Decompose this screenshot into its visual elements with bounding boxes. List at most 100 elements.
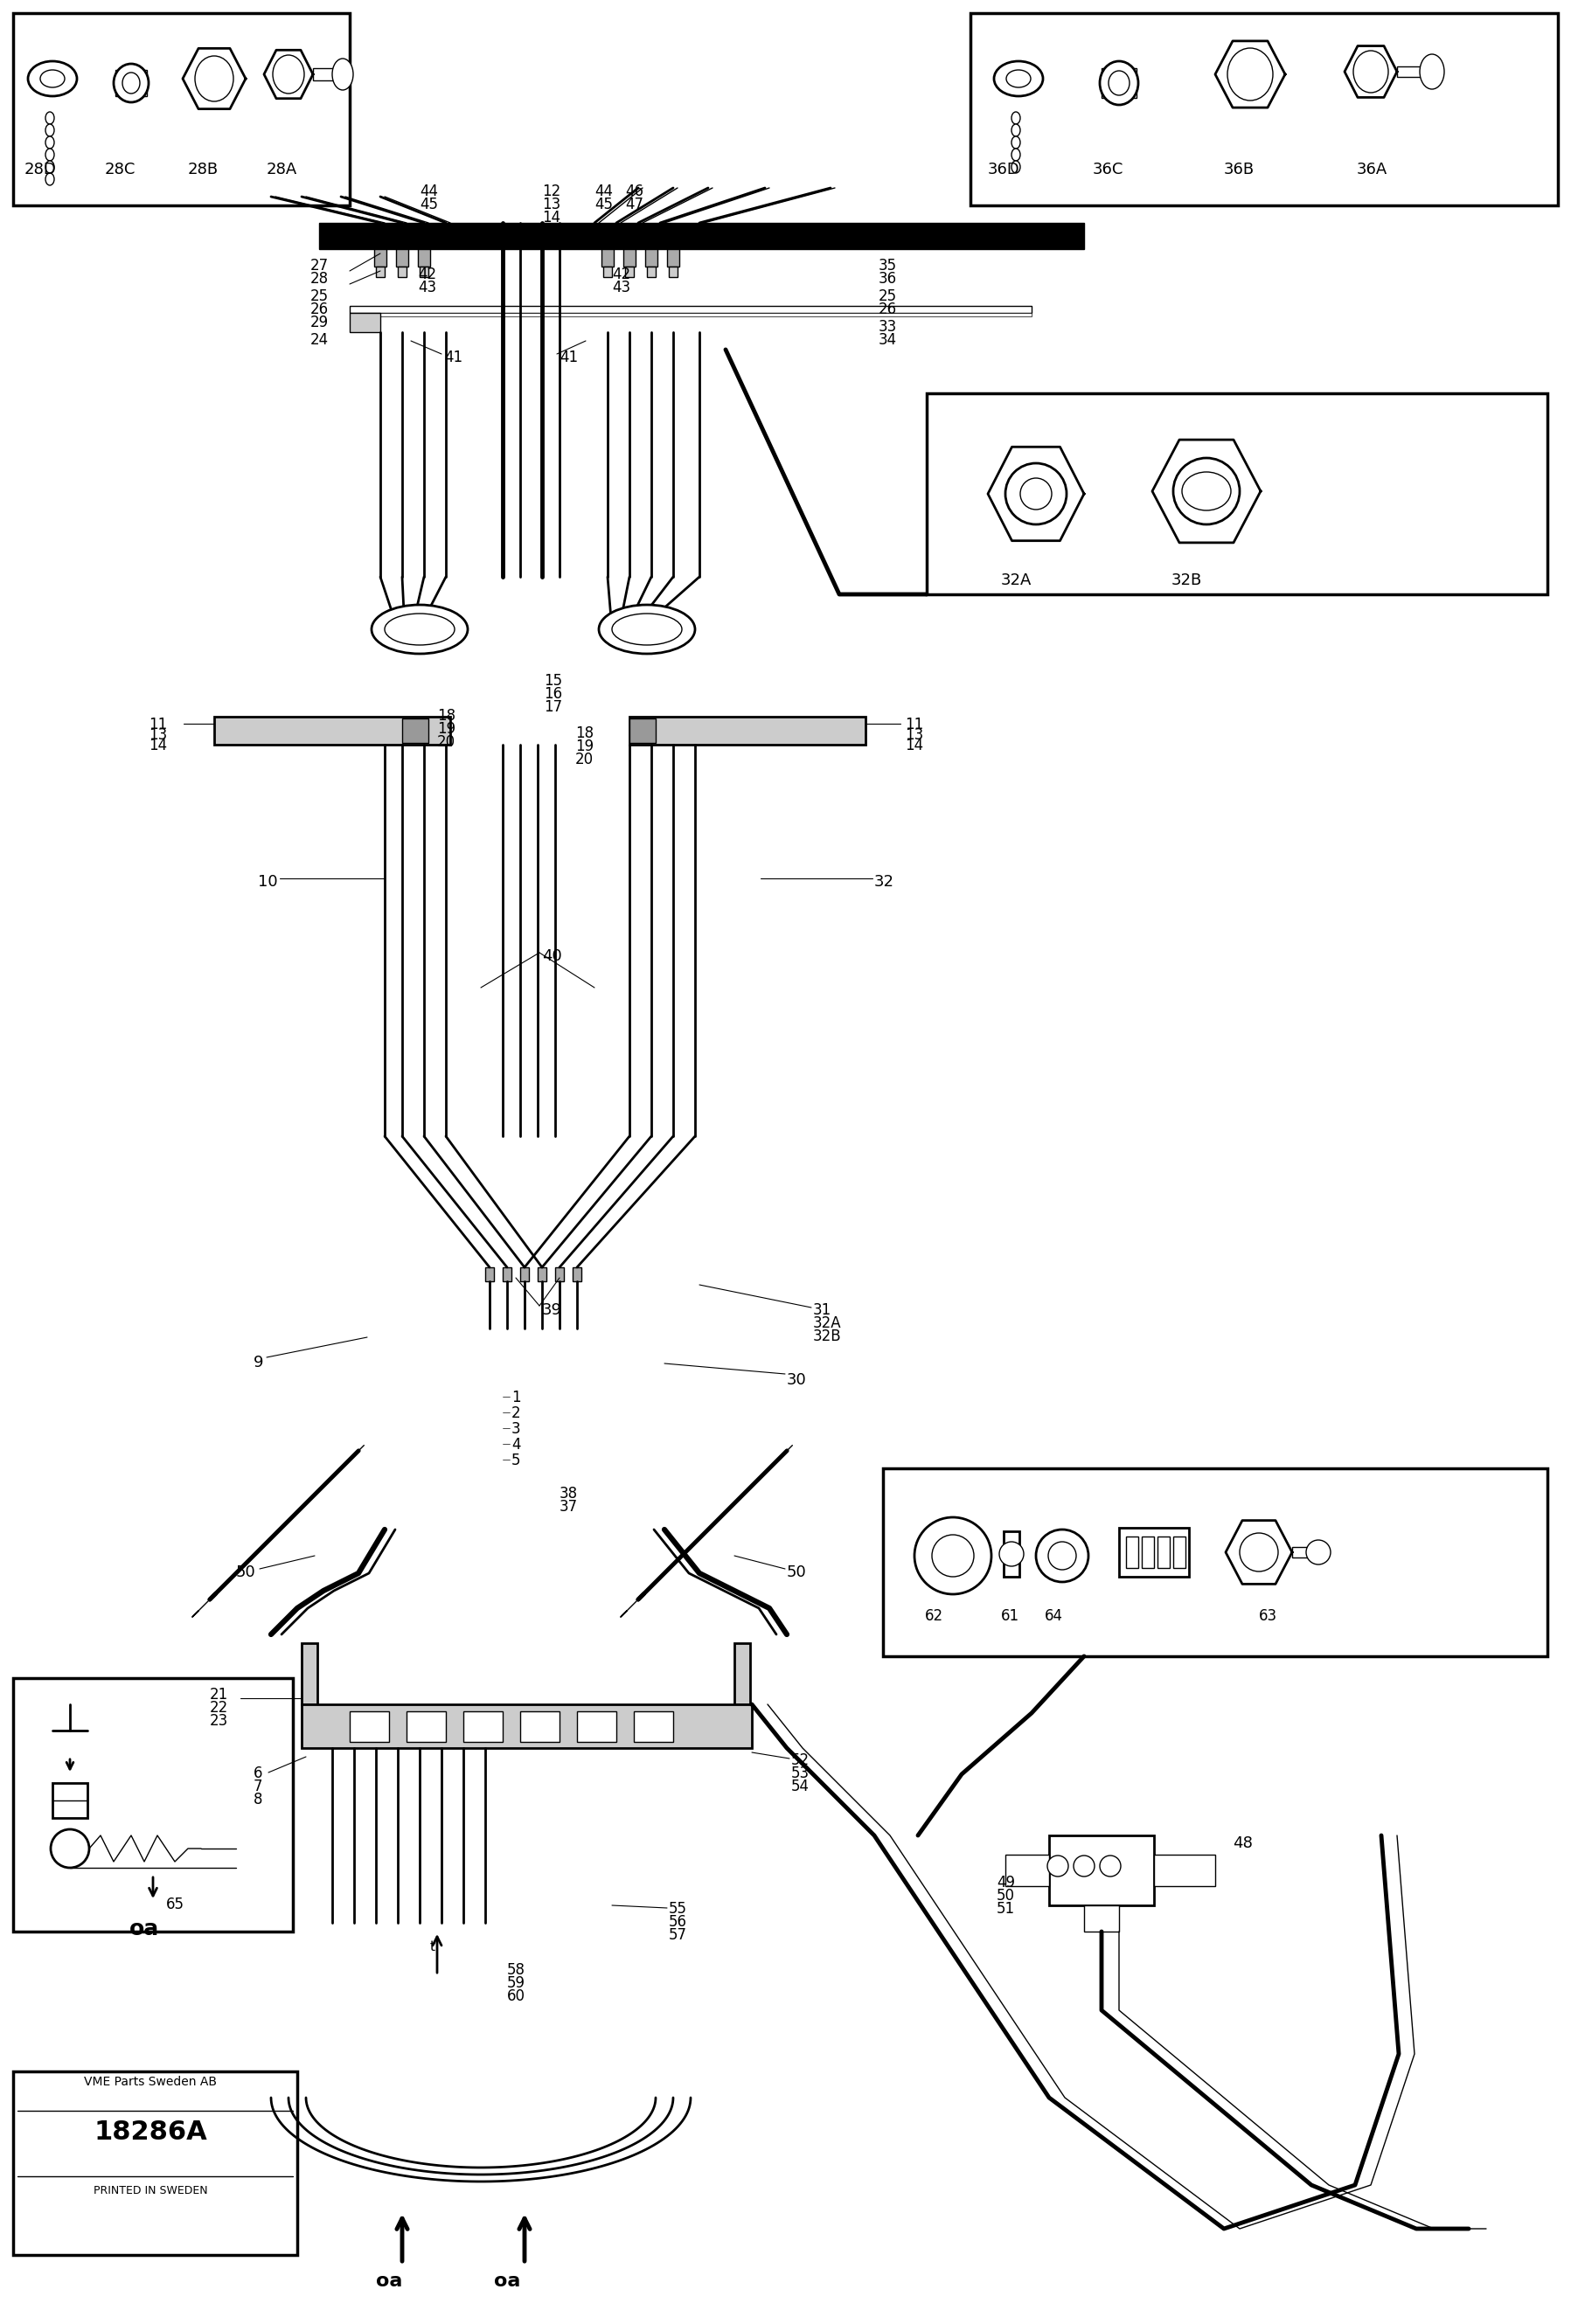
Bar [520, 1710, 559, 1743]
Text: 55: 55 [669, 1901, 687, 1917]
Text: 7: 7 [253, 1778, 262, 1794]
Text: 28C: 28C [105, 163, 135, 177]
Ellipse shape [1012, 112, 1020, 123]
Circle shape [1100, 1855, 1120, 1875]
Bar [625, 267, 633, 277]
Text: 14: 14 [905, 737, 924, 753]
Circle shape [1035, 1529, 1089, 1583]
Text: 13: 13 [905, 727, 924, 744]
Ellipse shape [372, 604, 468, 653]
Ellipse shape [1012, 160, 1020, 172]
Bar [630, 718, 655, 744]
Ellipse shape [46, 112, 55, 123]
Text: 48: 48 [1233, 1836, 1252, 1852]
Bar [1158, 1536, 1170, 1569]
Circle shape [1020, 479, 1051, 509]
Ellipse shape [1012, 137, 1020, 149]
Text: 32A: 32A [814, 1315, 842, 1332]
Text: 56: 56 [669, 1915, 687, 1929]
Text: 6: 6 [253, 1766, 262, 1780]
Text: 25: 25 [878, 288, 897, 304]
Text: 50: 50 [787, 1564, 806, 1580]
Bar [350, 307, 1032, 314]
Bar [577, 1710, 616, 1743]
Circle shape [1240, 1534, 1279, 1571]
Bar [350, 1710, 390, 1743]
Bar [1142, 1536, 1155, 1569]
Text: 11: 11 [905, 716, 924, 732]
Ellipse shape [613, 614, 682, 646]
Text: 13: 13 [149, 727, 167, 744]
Bar [503, 1267, 512, 1281]
Text: 63: 63 [1258, 1608, 1277, 1624]
Ellipse shape [41, 70, 64, 88]
Bar [646, 249, 657, 267]
Ellipse shape [1181, 472, 1232, 511]
Text: 33: 33 [878, 318, 897, 335]
Text: t: t [430, 1941, 435, 1954]
Text: 45: 45 [594, 198, 613, 211]
Text: 37: 37 [559, 1499, 578, 1515]
Text: 27: 27 [311, 258, 328, 274]
Text: 39: 39 [542, 1301, 562, 1318]
Text: PRINTED IN SWEDEN: PRINTED IN SWEDEN [93, 2185, 207, 2196]
Text: 9: 9 [253, 1355, 264, 1371]
Bar [13, 1678, 292, 1931]
Bar [602, 249, 614, 267]
Ellipse shape [331, 58, 353, 91]
Text: 43: 43 [418, 279, 437, 295]
Bar [13, 2071, 297, 2254]
Text: 38: 38 [559, 1485, 578, 1501]
Text: 14: 14 [542, 209, 561, 225]
Bar [302, 1703, 753, 1748]
Text: 60: 60 [507, 1989, 525, 2003]
Circle shape [1174, 458, 1240, 525]
Text: 36A: 36A [1357, 163, 1387, 177]
Text: 65: 65 [167, 1896, 184, 1913]
Text: 10: 10 [258, 874, 278, 890]
Circle shape [1005, 462, 1067, 525]
Ellipse shape [28, 60, 77, 95]
Bar [52, 1783, 88, 1817]
Text: 59: 59 [507, 1975, 525, 1992]
Bar [319, 223, 1084, 249]
Bar [313, 67, 335, 81]
Text: oa: oa [493, 2273, 520, 2289]
Text: 24: 24 [311, 332, 328, 349]
Bar [1084, 1906, 1119, 1931]
Bar [537, 1267, 547, 1281]
Polygon shape [182, 49, 245, 109]
Text: 50: 50 [996, 1887, 1015, 1903]
Bar [419, 267, 429, 277]
Text: 54: 54 [792, 1778, 809, 1794]
Ellipse shape [385, 614, 454, 646]
Text: 8: 8 [253, 1792, 262, 1808]
Text: 28B: 28B [189, 163, 218, 177]
Bar [214, 716, 451, 744]
Ellipse shape [46, 172, 55, 186]
Bar [624, 249, 636, 267]
Text: 19: 19 [437, 720, 456, 737]
Text: 51: 51 [996, 1901, 1015, 1917]
Ellipse shape [273, 56, 305, 93]
Text: 12: 12 [542, 184, 561, 200]
Text: 32B: 32B [814, 1329, 842, 1343]
Ellipse shape [1420, 53, 1444, 88]
Bar [350, 314, 1032, 316]
Text: 4: 4 [512, 1436, 520, 1452]
Bar [555, 1267, 564, 1281]
Text: 58: 58 [507, 1961, 525, 1978]
Polygon shape [1216, 42, 1285, 107]
Text: 32: 32 [873, 874, 894, 890]
Bar [1291, 1548, 1312, 1557]
Text: 20: 20 [437, 734, 456, 751]
Bar [302, 1643, 317, 1703]
Text: 20: 20 [575, 751, 594, 767]
Bar [407, 1710, 446, 1743]
Polygon shape [264, 51, 313, 98]
Bar [669, 267, 677, 277]
Ellipse shape [994, 60, 1043, 95]
Text: 64: 64 [1045, 1608, 1064, 1624]
Text: 17: 17 [544, 700, 562, 716]
Bar [397, 267, 407, 277]
